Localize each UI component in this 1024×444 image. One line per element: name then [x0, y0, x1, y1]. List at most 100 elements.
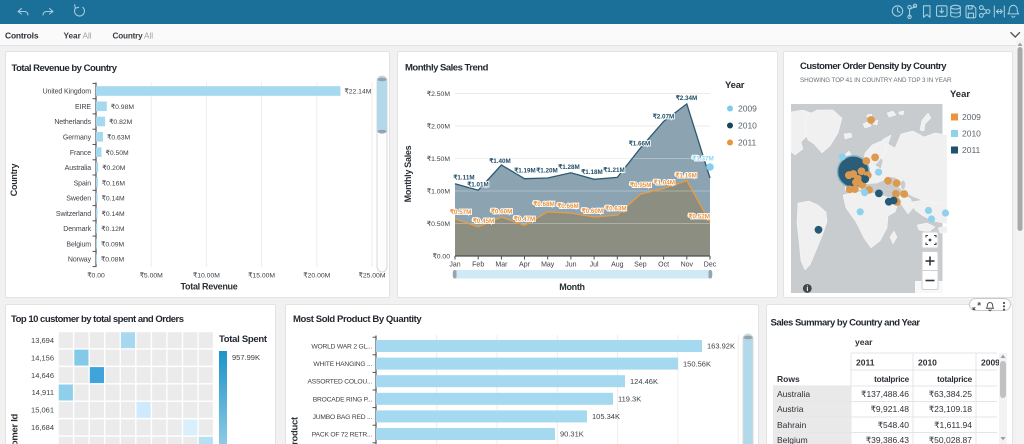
- svg-text:Year: Year: [725, 80, 745, 91]
- svg-text:2009: 2009: [738, 104, 757, 114]
- svg-text:Jul: Jul: [590, 262, 599, 269]
- svg-text:150.56K: 150.56K: [683, 359, 711, 368]
- svg-text:₹1.11M: ₹1.11M: [453, 175, 474, 182]
- svg-text:16,684: 16,684: [31, 423, 54, 432]
- svg-text:PACK OF 72 RETR...: PACK OF 72 RETR...: [312, 432, 373, 439]
- svg-text:₹0.60M: ₹0.60M: [582, 208, 604, 215]
- svg-text:year: year: [855, 337, 873, 347]
- svg-text:France: France: [70, 150, 91, 157]
- svg-text:₹0.66M: ₹0.66M: [557, 203, 579, 210]
- svg-text:₹2.07M: ₹2.07M: [653, 114, 675, 121]
- svg-text:2010: 2010: [962, 129, 981, 139]
- svg-text:Total Spent: Total Spent: [219, 334, 268, 345]
- svg-text:Nov: Nov: [681, 262, 694, 269]
- svg-text:124.46K: 124.46K: [630, 377, 658, 386]
- svg-text:₹137,488.46: ₹137,488.46: [861, 389, 909, 399]
- svg-text:₹0.63M: ₹0.63M: [107, 134, 131, 142]
- svg-text:₹39,386.43: ₹39,386.43: [866, 435, 909, 444]
- svg-text:₹1.20M: ₹1.20M: [536, 168, 558, 175]
- svg-text:₹2.34M: ₹2.34M: [676, 95, 698, 102]
- svg-text:Sales Summary by Country and Y: Sales Summary by Country and Year: [771, 318, 921, 329]
- svg-text:₹0.82M: ₹0.82M: [109, 118, 133, 126]
- svg-text:Controls: Controls: [5, 31, 39, 41]
- svg-text:14,911: 14,911: [32, 388, 54, 397]
- svg-text:₹1,611.94: ₹1,611.94: [934, 420, 972, 430]
- svg-text:Customer Order Density by Coun: Customer Order Density by Country: [800, 61, 947, 72]
- svg-text:₹1.40M: ₹1.40M: [489, 158, 511, 165]
- svg-text:₹0.68M: ₹0.68M: [533, 201, 555, 208]
- svg-text:₹0.09M: ₹0.09M: [101, 240, 125, 248]
- svg-text:₹10.00M: ₹10.00M: [193, 272, 220, 280]
- svg-text:totalprice: totalprice: [874, 375, 909, 384]
- svg-text:₹1.04M: ₹1.04M: [653, 179, 675, 186]
- svg-text:₹9,921.48: ₹9,921.48: [871, 404, 910, 414]
- svg-text:2011: 2011: [856, 358, 875, 368]
- svg-text:₹0.14M: ₹0.14M: [102, 195, 126, 203]
- svg-text:2009: 2009: [962, 112, 981, 122]
- svg-text:2010: 2010: [738, 121, 757, 131]
- svg-text:Country: Country: [113, 32, 144, 41]
- svg-text:163.92K: 163.92K: [707, 342, 735, 351]
- svg-text:₹5.00M: ₹5.00M: [140, 272, 164, 280]
- svg-text:₹63,384.25: ₹63,384.25: [929, 389, 972, 399]
- svg-text:₹0.57M: ₹0.57M: [450, 209, 472, 216]
- svg-text:Switzerland: Switzerland: [56, 211, 91, 218]
- svg-text:ASSORTED COLOU...: ASSORTED COLOU...: [308, 379, 373, 386]
- svg-text:2011: 2011: [738, 138, 757, 148]
- svg-text:₹25.00M: ₹25.00M: [359, 272, 386, 280]
- svg-text:₹0.63M: ₹0.63M: [605, 205, 627, 212]
- svg-text:₹1.16M: ₹1.16M: [675, 173, 697, 180]
- svg-text:₹0.00: ₹0.00: [432, 253, 450, 261]
- svg-text:WORLD WAR 2 GL...: WORLD WAR 2 GL...: [311, 344, 372, 351]
- svg-text:₹1.18M: ₹1.18M: [581, 169, 603, 176]
- svg-text:Mar: Mar: [495, 262, 508, 269]
- svg-text:Sweden: Sweden: [66, 196, 91, 203]
- svg-text:₹0.95M: ₹0.95M: [630, 182, 652, 189]
- svg-text:₹0.12M: ₹0.12M: [101, 225, 125, 233]
- svg-text:₹0.60M: ₹0.60M: [491, 208, 513, 215]
- svg-text:₹0.00: ₹0.00: [87, 272, 105, 280]
- svg-text:totalprice: totalprice: [937, 375, 972, 384]
- svg-text:United Kingdom: United Kingdom: [43, 89, 92, 96]
- svg-text:Netherlands: Netherlands: [54, 119, 91, 126]
- svg-text:JUMBO BAG RED ...: JUMBO BAG RED ...: [313, 414, 373, 421]
- svg-text:Country: Country: [9, 164, 19, 197]
- svg-text:₹50,028.87: ₹50,028.87: [929, 435, 972, 444]
- svg-text:13,694: 13,694: [31, 336, 54, 345]
- svg-text:₹15.00M: ₹15.00M: [248, 272, 275, 280]
- svg-text:Product: Product: [290, 416, 301, 444]
- svg-text:₹0.50M: ₹0.50M: [427, 220, 451, 228]
- svg-text:15,061: 15,061: [31, 406, 54, 415]
- svg-text:₹1.66M: ₹1.66M: [629, 141, 651, 148]
- svg-text:₹0.16M: ₹0.16M: [102, 179, 126, 187]
- svg-text:Apr: Apr: [519, 262, 531, 269]
- svg-text:Top 10 customer by total spent: Top 10 customer by total spent and Order…: [11, 314, 184, 325]
- svg-text:₹0.45M: ₹0.45M: [473, 218, 495, 225]
- svg-text:Norway: Norway: [68, 257, 92, 264]
- svg-text:2009: 2009: [981, 358, 1000, 368]
- svg-text:2010: 2010: [918, 358, 937, 368]
- svg-text:119.3K: 119.3K: [618, 395, 641, 404]
- svg-text:Feb: Feb: [472, 262, 484, 269]
- svg-text:₹1.37M: ₹1.37M: [692, 156, 714, 163]
- svg-text:₹1.21M: ₹1.21M: [603, 167, 625, 174]
- svg-text:Total Revenue: Total Revenue: [181, 282, 238, 292]
- svg-text:14,156: 14,156: [31, 353, 54, 362]
- svg-text:Belgium: Belgium: [777, 435, 808, 444]
- svg-text:Customer Id: Customer Id: [10, 413, 21, 444]
- svg-text:Monthly Sales Trend: Monthly Sales Trend: [405, 63, 489, 74]
- svg-text:₹0.20M: ₹0.20M: [102, 164, 126, 172]
- svg-text:Rows: Rows: [777, 374, 800, 384]
- svg-text:BROCADE RING P...: BROCADE RING P...: [313, 396, 373, 403]
- svg-text:Dec: Dec: [704, 262, 717, 269]
- svg-text:14,646: 14,646: [31, 371, 54, 380]
- svg-text:₹1.50M: ₹1.50M: [427, 155, 451, 163]
- svg-text:Year: Year: [950, 89, 970, 100]
- svg-text:₹2.50M: ₹2.50M: [427, 90, 451, 98]
- svg-text:Year: Year: [64, 32, 82, 41]
- svg-text:Australia: Australia: [777, 389, 810, 399]
- svg-text:All: All: [83, 32, 92, 41]
- svg-text:₹0.52M: ₹0.52M: [689, 214, 711, 221]
- svg-text:Germany: Germany: [63, 135, 92, 142]
- svg-text:Month: Month: [559, 282, 585, 292]
